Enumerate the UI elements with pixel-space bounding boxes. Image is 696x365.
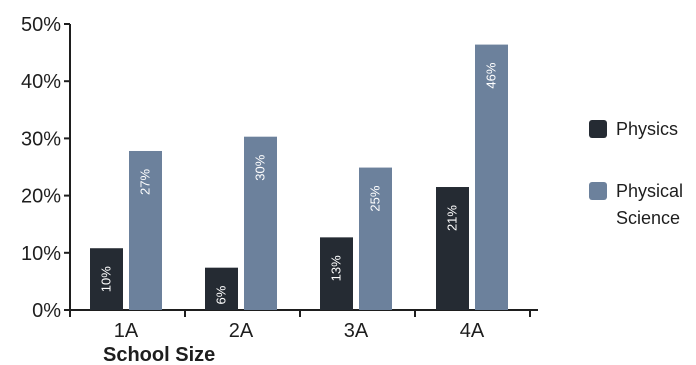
bar-physical-science: [129, 150, 162, 310]
data-label: 46%: [484, 62, 499, 88]
legend-label: Physical: [616, 181, 683, 201]
legend-swatch: [589, 182, 607, 200]
x-tick-label: 4A: [460, 320, 485, 342]
bar-physics: [320, 237, 353, 310]
legend-swatch: [589, 120, 607, 138]
data-label: 27%: [138, 169, 153, 195]
x-tick-label: 3A: [344, 320, 369, 342]
x-axis: 1A 2A 3A 4A: [64, 309, 538, 342]
data-label: 10%: [99, 266, 114, 292]
x-axis-title: School Size: [103, 344, 215, 365]
legend-label: Science: [616, 208, 680, 228]
data-label: 13%: [329, 255, 344, 281]
data-label: 25%: [368, 185, 383, 211]
data-label: 21%: [445, 205, 460, 231]
bars: [90, 44, 508, 310]
bar-physics: [90, 248, 123, 310]
legend-label: Physics: [616, 119, 678, 139]
bar-physical-science: [475, 44, 508, 310]
legend: Physics Physical Science: [589, 119, 683, 228]
y-axis: 0% 10% 20% 30% 40% 50%: [21, 14, 71, 322]
y-tick-label: 40%: [21, 71, 61, 93]
bar-physical-science: [244, 136, 277, 310]
bar-physics: [436, 187, 469, 310]
bar-physical-science: [359, 167, 392, 310]
y-tick-label: 0%: [32, 300, 61, 322]
x-tick-label: 2A: [229, 320, 254, 342]
data-labels: 10% 27% 6% 30% 13% 25% 21% 46%: [99, 62, 499, 304]
data-label: 30%: [253, 154, 268, 180]
y-tick-label: 50%: [21, 14, 61, 36]
y-tick-label: 20%: [21, 186, 61, 208]
data-label: 6%: [214, 285, 229, 304]
bar-physics: [205, 267, 238, 310]
y-tick-label: 30%: [21, 128, 61, 150]
x-tick-label: 1A: [114, 320, 139, 342]
y-tick-label: 10%: [21, 243, 61, 265]
